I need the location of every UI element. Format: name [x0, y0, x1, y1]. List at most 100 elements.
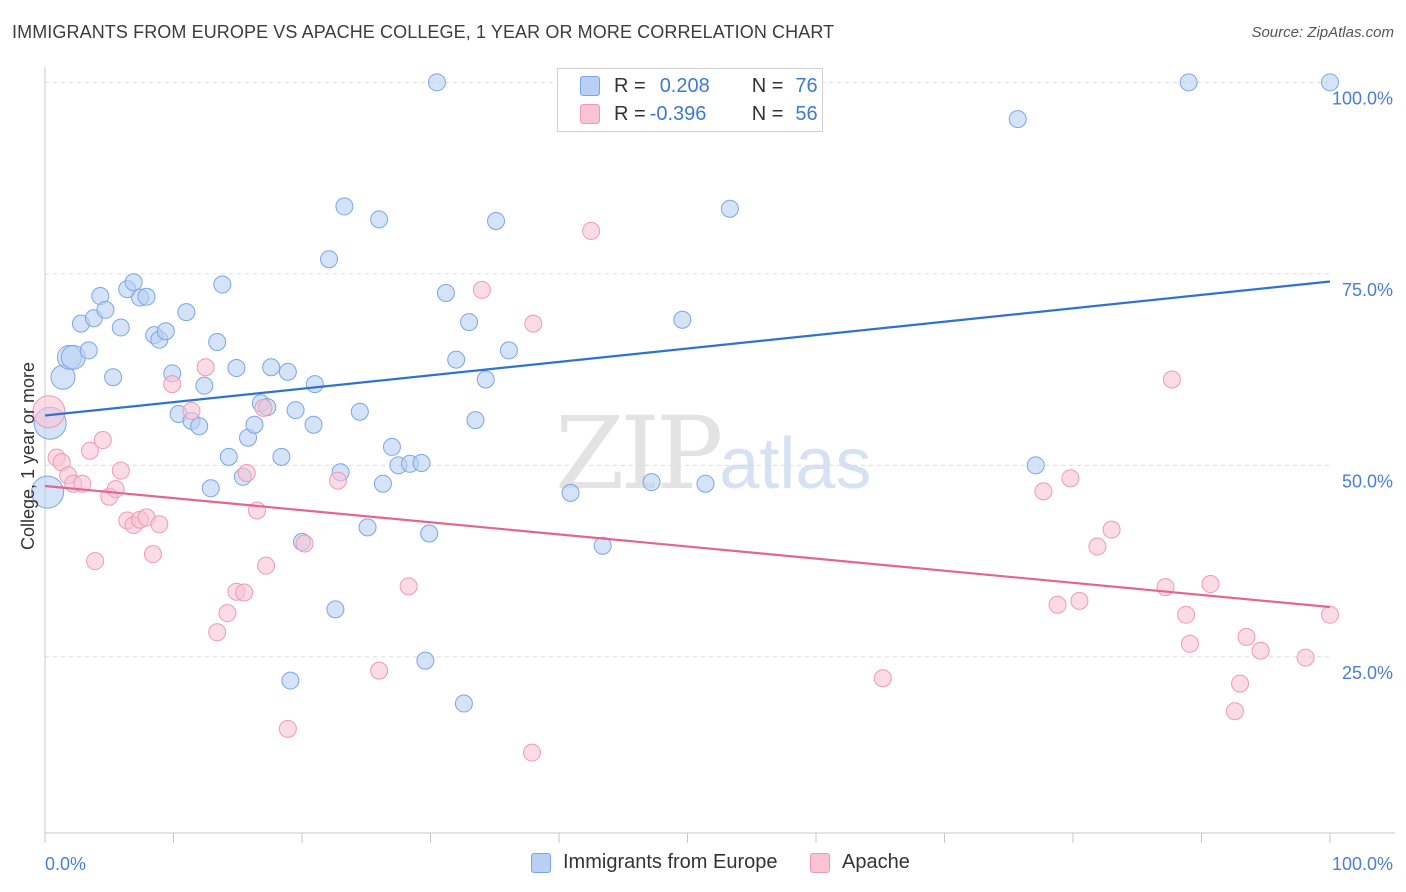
- point-immigrants: [286, 401, 305, 420]
- point-immigrants: [1008, 110, 1027, 129]
- point-apache: [143, 545, 162, 564]
- bottom-legend-label: Apache: [842, 851, 910, 873]
- point-immigrants: [201, 479, 220, 498]
- point-apache: [182, 401, 201, 420]
- point-immigrants: [593, 536, 612, 555]
- point-immigrants: [696, 474, 715, 493]
- point-apache: [582, 221, 601, 240]
- point-immigrants: [281, 671, 300, 690]
- point-immigrants: [272, 447, 291, 466]
- point-immigrants: [227, 359, 246, 378]
- point-apache: [237, 463, 256, 482]
- y-axis-label: College, 1 year or more: [18, 362, 38, 550]
- point-immigrants: [412, 454, 431, 473]
- point-immigrants: [156, 322, 175, 341]
- point-immigrants: [137, 287, 156, 306]
- bottom-legend-immigrants[interactable]: Immigrants from Europe: [531, 851, 778, 874]
- legend-r-value: -0.396: [649, 102, 707, 125]
- point-immigrants: [350, 402, 369, 421]
- point-apache: [1180, 634, 1199, 653]
- point-immigrants: [466, 411, 485, 430]
- trendline-immigrants: [44, 280, 1331, 417]
- x-tick-label: 100.0%: [1332, 854, 1393, 874]
- chart-title: IMMIGRANTS FROM EUROPE VS APACHE COLLEGE…: [12, 22, 835, 42]
- point-apache: [106, 480, 125, 499]
- point-immigrants: [335, 197, 354, 216]
- point-apache: [523, 743, 542, 762]
- legend-row-immigrants: R = 0.208 N = 76: [580, 73, 818, 99]
- point-apache: [1251, 641, 1270, 660]
- point-immigrants: [262, 358, 281, 377]
- point-immigrants: [278, 362, 297, 381]
- y-tick-label: 50.0%: [1342, 471, 1393, 491]
- point-immigrants: [427, 73, 446, 92]
- point-apache: [111, 461, 130, 480]
- legend-r-label: R =: [614, 102, 646, 125]
- point-immigrants: [305, 375, 324, 394]
- series-apache-points: [32, 221, 1339, 762]
- source-label: Source: ZipAtlas.com: [1251, 24, 1394, 41]
- y-tick-label: 75.0%: [1342, 280, 1393, 300]
- point-apache: [32, 395, 66, 429]
- point-immigrants: [31, 475, 65, 509]
- legend-n-value: 56: [795, 102, 818, 125]
- point-immigrants: [720, 199, 739, 218]
- legend-r-value: 0.208: [659, 74, 710, 97]
- bottom-legend-swatch-blue: [531, 852, 551, 873]
- trendline-apache: [44, 484, 1331, 609]
- watermark-zip: ZIP: [555, 395, 723, 512]
- trend-lines: [44, 280, 1331, 609]
- point-apache: [196, 358, 215, 377]
- point-apache: [524, 314, 543, 333]
- legend-row-apache: R = -0.396 N = 56: [580, 101, 818, 127]
- point-immigrants: [124, 273, 143, 292]
- point-apache: [399, 577, 418, 596]
- point-immigrants: [326, 600, 345, 619]
- point-apache: [1048, 595, 1067, 614]
- y-tick-label: 25.0%: [1342, 663, 1393, 683]
- point-immigrants: [213, 275, 232, 294]
- point-immigrants: [436, 283, 455, 302]
- watermark-atlas: atlas: [719, 424, 872, 504]
- legend-swatch-blue: [580, 76, 600, 96]
- point-apache: [472, 280, 491, 299]
- point-apache: [1201, 575, 1220, 594]
- point-apache: [328, 471, 347, 490]
- point-apache: [1162, 370, 1181, 389]
- point-apache: [1088, 537, 1107, 556]
- point-immigrants: [1179, 73, 1198, 92]
- point-apache: [1237, 627, 1256, 646]
- point-apache: [873, 669, 892, 688]
- point-immigrants: [460, 313, 479, 332]
- point-apache: [218, 604, 237, 623]
- point-apache: [1225, 702, 1244, 721]
- point-immigrants: [373, 474, 392, 493]
- legend-swatch-pink: [580, 104, 600, 124]
- point-immigrants: [96, 300, 115, 319]
- point-apache: [1231, 674, 1250, 693]
- point-immigrants: [454, 694, 473, 713]
- point-apache: [163, 375, 182, 394]
- point-immigrants: [195, 376, 214, 395]
- point-apache: [150, 515, 169, 534]
- point-apache: [1061, 469, 1080, 488]
- point-immigrants: [476, 370, 495, 389]
- legend-r-label: R =: [614, 74, 646, 97]
- point-apache: [278, 719, 297, 738]
- point-apache: [1296, 648, 1315, 667]
- point-immigrants: [370, 210, 389, 229]
- y-tick-label: 100.0%: [1332, 88, 1393, 108]
- point-apache: [1070, 591, 1089, 610]
- point-immigrants: [177, 303, 196, 322]
- bottom-legend-apache[interactable]: Apache: [810, 851, 910, 874]
- point-apache: [1034, 482, 1053, 501]
- watermark: ZIPatlas: [555, 395, 871, 512]
- point-apache: [1102, 520, 1121, 539]
- point-apache: [80, 441, 99, 460]
- point-immigrants: [673, 310, 692, 329]
- point-immigrants: [447, 350, 466, 369]
- point-apache: [254, 398, 273, 417]
- point-apache: [235, 583, 254, 602]
- point-immigrants: [1026, 456, 1045, 475]
